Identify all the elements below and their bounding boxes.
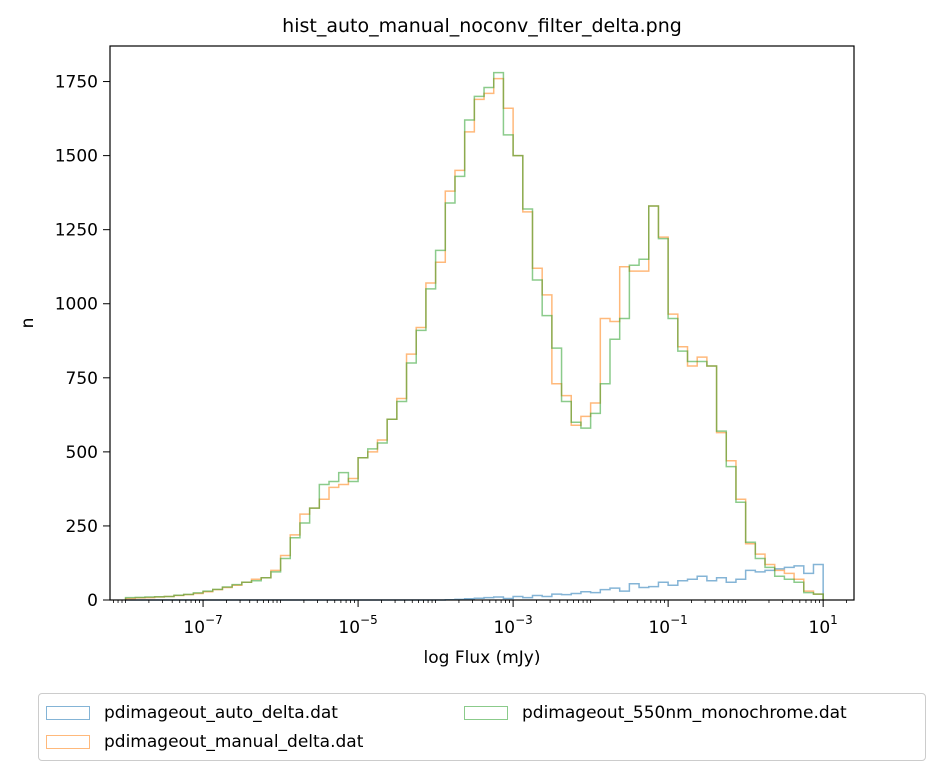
series-step-1 [124,77,824,600]
x-tick-label: 10−3 [493,613,532,638]
legend-entry-manual: pdimageout_manual_delta.dat [46,732,363,752]
y-tick-label: 1000 [55,295,98,315]
legend-label-auto: pdimageout_auto_delta.dat [104,703,338,723]
series-step-0 [125,563,824,601]
y-tick-label: 0 [87,591,98,611]
x-tick-label: 10−5 [338,613,377,638]
legend-label-monochrome: pdimageout_550nm_monochrome.dat [522,703,847,723]
legend-swatch-auto [46,706,90,720]
y-tick-label: 1500 [55,147,98,167]
y-axis: 0 250 500 750 1000 1250 1500 1750 [55,73,110,611]
y-axis-label: n [18,318,38,329]
x-tick-label: 101 [809,613,838,638]
x-axis: 10−7 10−5 10−3 10−1 101 [113,600,847,638]
plot-area [124,71,824,601]
y-tick-label: 1750 [55,73,98,93]
plot-frame [109,45,855,601]
legend-swatch-monochrome [464,706,508,720]
x-tick-label: 10−7 [183,613,222,638]
chart-title: hist_auto_manual_noconv_filter_delta.png [282,15,682,37]
x-axis-label: log Flux (mJy) [424,648,541,668]
x-tick-label: 10−1 [648,613,687,638]
y-tick-label: 500 [66,443,98,463]
legend-entry-auto: pdimageout_auto_delta.dat [46,703,338,723]
legend-swatch-manual [46,735,90,749]
legend: pdimageout_auto_delta.dat pdimageout_man… [38,693,926,761]
y-tick-label: 750 [66,369,98,389]
y-tick-label: 250 [66,517,98,537]
series-step-2 [124,71,824,600]
legend-entry-monochrome: pdimageout_550nm_monochrome.dat [464,703,847,723]
legend-label-manual: pdimageout_manual_delta.dat [104,732,364,752]
y-tick-label: 1250 [55,221,98,241]
